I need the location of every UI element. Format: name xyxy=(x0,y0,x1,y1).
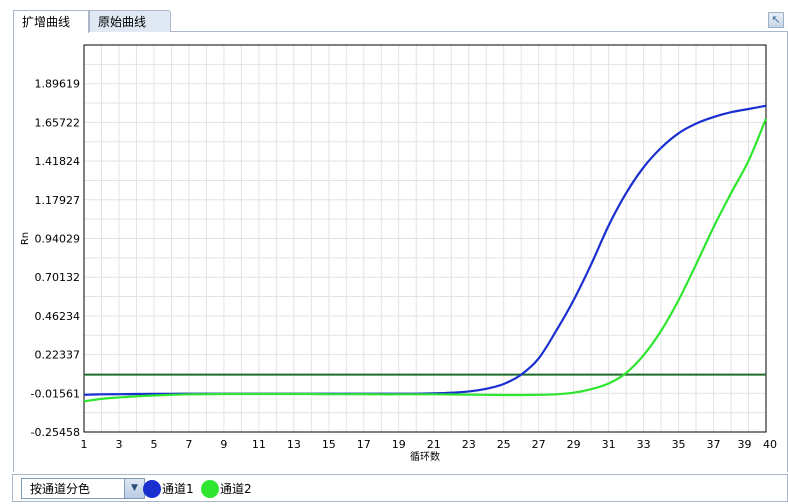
chevron-down-icon[interactable]: ▼ xyxy=(124,479,144,498)
plot-area-border xyxy=(83,44,767,433)
x-tick-label: 25 xyxy=(497,438,511,451)
x-tick-label: 21 xyxy=(427,438,441,451)
y-tick-label: -0.01561 xyxy=(31,387,80,400)
x-tick-label: 19 xyxy=(392,438,406,451)
x-tick-label: 1 xyxy=(81,438,88,451)
series-line-channel-2[interactable] xyxy=(83,118,768,403)
x-tick-label: 15 xyxy=(322,438,336,451)
x-tick-label: 9 xyxy=(220,438,227,451)
y-tick-label: 1.17927 xyxy=(35,194,81,207)
x-tick-label: 5 xyxy=(150,438,157,451)
x-tick-label: 7 xyxy=(185,438,192,451)
legend-label: 通道1 xyxy=(162,482,194,496)
x-tick-label: 3 xyxy=(115,438,122,451)
x-tick-label: 17 xyxy=(357,438,371,451)
x-tick-label: 13 xyxy=(287,438,301,451)
color-mode-select[interactable]: 按通道分色 ▼ xyxy=(21,478,145,499)
grid xyxy=(83,45,767,432)
x-tick-label: 31 xyxy=(602,438,616,451)
color-mode-value: 按通道分色 xyxy=(30,482,91,496)
y-tick-label: -0.25458 xyxy=(31,426,80,439)
series-line-channel-1[interactable] xyxy=(83,104,767,396)
y-tick-label: 1.65722 xyxy=(35,116,81,129)
x-tick-label: 35 xyxy=(672,438,686,451)
y-tick-labels: -0.25458 -0.01561 0.22337 0.46234 0.70132 0.9… xyxy=(31,78,80,439)
legend-label: 通道2 xyxy=(220,482,252,496)
x-tick-label: 37 xyxy=(707,438,721,451)
x-tick-label: 11 xyxy=(252,438,266,451)
y-tick-label: 1.89619 xyxy=(35,78,81,91)
y-tick-label: 0.94029 xyxy=(35,233,81,246)
tab-amplification-curve[interactable]: 扩增曲线 xyxy=(13,10,89,33)
x-axis-label: 循环数 xyxy=(410,450,440,463)
x-tick-label: 39 xyxy=(738,438,752,451)
y-axis-label: Rn xyxy=(20,232,31,245)
x-tick-label: 27 xyxy=(532,438,546,451)
tab-bar: 扩增曲线 原始曲线 ↖ xyxy=(13,10,788,33)
amplification-chart[interactable]: -0.25458 -0.01561 0.22337 0.46234 0.70132 0.9… xyxy=(14,32,787,472)
x-tick-labels: 1 3 5 7 9 11 13 15 17 19 21 23 25 27 29 31 33 35 37 39 40 xyxy=(81,438,778,451)
y-tick-label: 1.41824 xyxy=(35,155,81,168)
tab-raw-curve[interactable]: 原始曲线 xyxy=(89,10,171,32)
y-tick-label: 0.46234 xyxy=(35,310,81,323)
chart-panel: -0.25458 -0.01561 0.22337 0.46234 0.70132 0.9… xyxy=(13,32,788,472)
bottom-toolbar: 按通道分色 ▼ 通道1 通道2 xyxy=(12,474,788,502)
y-tick-label: 0.22337 xyxy=(35,349,81,362)
y-tick-label: 0.70132 xyxy=(35,271,81,284)
x-tick-label: 23 xyxy=(462,438,476,451)
series-layer xyxy=(83,104,768,403)
expand-arrow-icon[interactable]: ↖ xyxy=(768,12,784,28)
channel-1-color-dot xyxy=(143,480,161,498)
x-tick-label: 29 xyxy=(567,438,581,451)
x-tick-label: 40 xyxy=(763,438,777,451)
x-tick-label: 33 xyxy=(637,438,651,451)
channel-2-color-dot xyxy=(201,480,219,498)
